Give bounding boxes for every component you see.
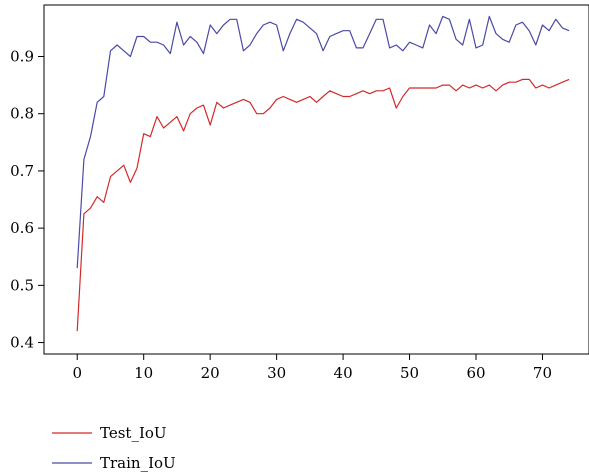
legend-label-test-iou: Test_IoU <box>100 424 167 442</box>
y-tick-label: 0.7 <box>10 162 34 180</box>
x-tick-label: 10 <box>134 364 153 382</box>
x-tick-label: 50 <box>400 364 419 382</box>
series-layer <box>76 15 570 332</box>
y-tick-label: 0.5 <box>10 276 34 294</box>
y-tick-label: 0.4 <box>10 334 34 352</box>
legend: Test_IoU Train_IoU <box>52 424 176 472</box>
x-tick-label: 60 <box>466 364 485 382</box>
y-tick-label: 0.6 <box>10 219 34 237</box>
plot-frame <box>43 4 589 355</box>
y-axis: 0.4 0.5 0.6 0.7 0.8 0.9 <box>10 47 44 352</box>
x-tick-label: 0 <box>72 364 82 382</box>
x-axis: 0 10 20 30 40 50 60 70 <box>72 354 552 382</box>
x-tick-label: 20 <box>201 364 220 382</box>
y-tick-label: 0.9 <box>10 47 34 65</box>
x-tick-label: 30 <box>267 364 286 382</box>
y-tick-label: 0.8 <box>10 105 34 123</box>
x-tick-label: 70 <box>533 364 552 382</box>
x-tick-label: 40 <box>334 364 353 382</box>
legend-label-train-iou: Train_IoU <box>100 454 176 472</box>
series-line-train-iou <box>76 15 570 269</box>
series-line-test-iou <box>76 78 570 332</box>
